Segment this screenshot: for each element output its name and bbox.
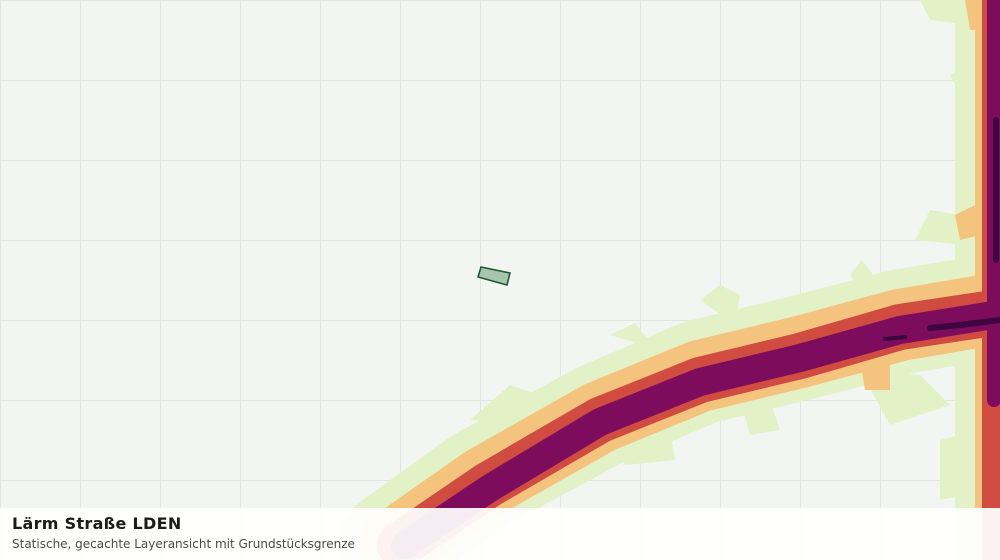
map-caption: Lärm Straße LDEN Statische, gecachte Lay…	[0, 508, 1000, 560]
layer-title: Lärm Straße LDEN	[12, 514, 182, 533]
parcel-boundary[interactable]	[476, 266, 511, 286]
noise-layer	[337, 0, 1000, 560]
noise-zone-75	[927, 317, 1000, 331]
noise-zone-70	[391, 300, 1000, 559]
noise-zone-75	[883, 335, 907, 341]
layer-subtitle: Statische, gecachte Layeransicht mit Gru…	[12, 537, 355, 551]
